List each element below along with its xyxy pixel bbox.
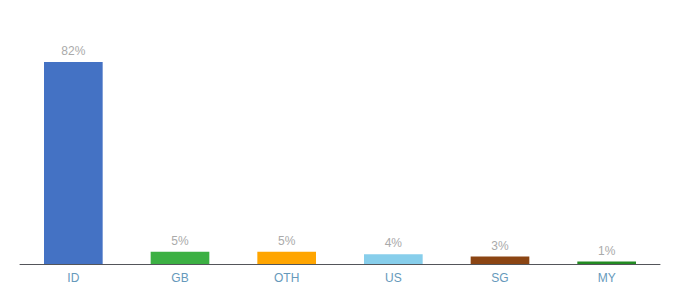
svg-text:ID: ID xyxy=(67,271,79,285)
svg-text:3%: 3% xyxy=(491,239,509,253)
svg-text:5%: 5% xyxy=(171,234,189,248)
svg-text:US: US xyxy=(385,271,402,285)
svg-text:82%: 82% xyxy=(61,44,85,58)
svg-text:GB: GB xyxy=(171,271,188,285)
svg-text:SG: SG xyxy=(491,271,508,285)
svg-text:5%: 5% xyxy=(278,234,296,248)
svg-text:1%: 1% xyxy=(598,244,616,258)
svg-text:4%: 4% xyxy=(385,236,403,250)
svg-text:MY: MY xyxy=(598,271,616,285)
svg-text:OTH: OTH xyxy=(274,271,299,285)
